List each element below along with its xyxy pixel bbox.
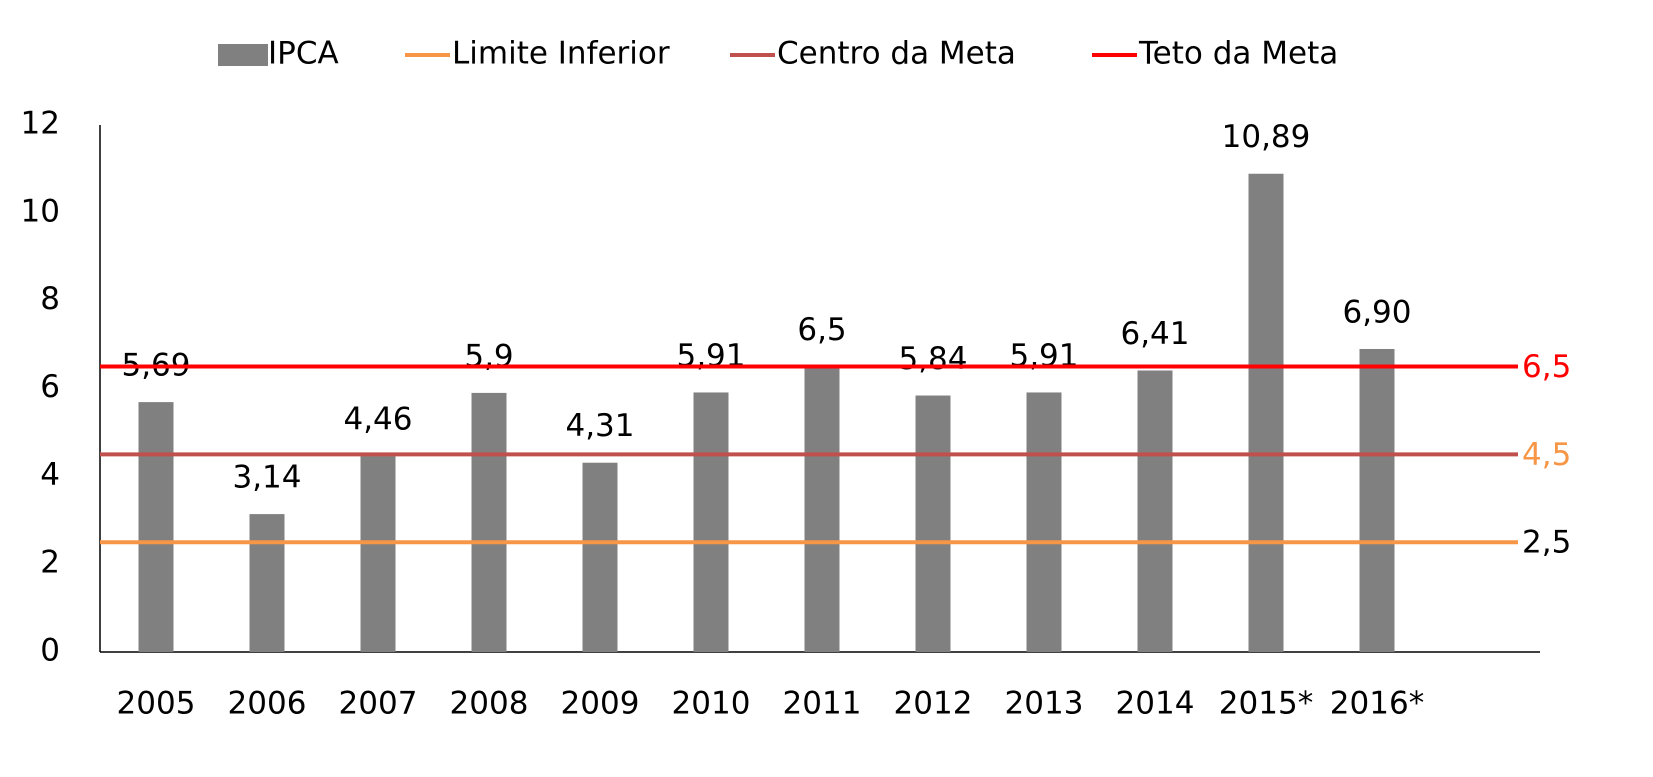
bar (249, 514, 285, 652)
data-label: 6,90 (1342, 294, 1411, 330)
bar (360, 456, 396, 652)
legend-swatch (218, 44, 268, 66)
legend-label: IPCA (268, 36, 339, 72)
data-label: 5,91 (676, 338, 745, 374)
data-label: 5,9 (464, 338, 513, 374)
x-tick-label: 2006 (228, 686, 307, 722)
x-tick-label: 2007 (339, 686, 418, 722)
data-label: 5,84 (898, 341, 967, 377)
x-tick-label: 2010 (672, 686, 751, 722)
legend-label: Centro da Meta (777, 36, 1016, 72)
x-tick-label: 2009 (561, 686, 640, 722)
bar (138, 402, 174, 652)
y-tick-label: 10 (21, 193, 60, 229)
bar (804, 366, 840, 652)
bar (1137, 370, 1173, 652)
x-tick-label: 2015* (1219, 686, 1313, 722)
x-tick-label: 2011 (783, 686, 862, 722)
data-label: 3,14 (232, 460, 301, 496)
end-label: 2,5 (1522, 525, 1571, 561)
x-tick-label: 2014 (1116, 686, 1195, 722)
data-label: 10,89 (1222, 119, 1311, 155)
bar (582, 462, 618, 652)
bar (693, 392, 729, 652)
y-tick-label: 12 (21, 106, 60, 142)
legend-label: Teto da Meta (1138, 36, 1338, 72)
data-label: 4,46 (343, 402, 412, 438)
data-label: 6,5 (797, 312, 846, 348)
bar (1359, 348, 1395, 652)
x-tick-label: 2008 (450, 686, 529, 722)
y-tick-label: 4 (40, 457, 60, 493)
x-tick-label: 2005 (117, 686, 196, 722)
x-tick-label: 2013 (1005, 686, 1084, 722)
y-tick-label: 2 (40, 545, 60, 581)
end-label: 6,5 (1522, 349, 1571, 385)
bar (471, 392, 507, 652)
data-label: 4,31 (565, 408, 634, 444)
x-tick-label: 2012 (894, 686, 973, 722)
bar (1026, 392, 1062, 652)
bar (1248, 173, 1284, 652)
end-label: 4,5 (1522, 437, 1571, 473)
x-tick-label: 2016* (1330, 686, 1424, 722)
y-tick-label: 6 (40, 369, 60, 405)
y-tick-label: 0 (40, 633, 60, 669)
data-label: 5,91 (1009, 338, 1078, 374)
y-tick-label: 8 (40, 281, 60, 317)
legend-label: Limite Inferior (452, 36, 670, 72)
data-label: 6,41 (1120, 316, 1189, 352)
bar (915, 395, 951, 652)
